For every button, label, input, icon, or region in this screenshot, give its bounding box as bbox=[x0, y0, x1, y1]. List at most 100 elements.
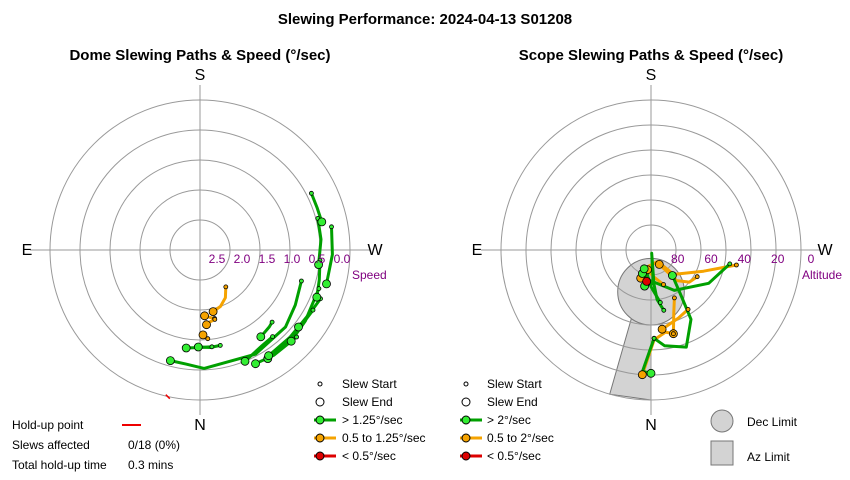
dome-slew-end bbox=[312, 292, 322, 302]
dome-legend: Slew Start Slew End > 1.25°/sec 0.5 to 1… bbox=[314, 377, 426, 463]
holdup-point-label: Hold-up point bbox=[12, 418, 84, 432]
legend-slow-marker bbox=[461, 451, 471, 461]
dome-dir-top: S bbox=[195, 67, 206, 84]
dome-legend-fast: > 1.25°/sec bbox=[342, 413, 403, 427]
scope-slew-start bbox=[694, 274, 700, 280]
dome-tick-label: 0.5 bbox=[309, 252, 326, 266]
dome-slew-start bbox=[308, 190, 314, 196]
scope-slew-paths bbox=[636, 251, 739, 380]
total-holdup-value: 0.3 mins bbox=[128, 458, 173, 472]
legend-slow-marker bbox=[315, 451, 325, 461]
dome-slew-end bbox=[181, 343, 191, 353]
dome-dir-left: E bbox=[22, 242, 33, 259]
dome-legend-start: Slew Start bbox=[342, 377, 397, 391]
dome-slew-paths bbox=[165, 190, 334, 400]
scope-slew-start bbox=[671, 331, 676, 337]
slews-affected-value: 0/18 (0%) bbox=[128, 438, 180, 452]
dome-radial-label: Speed bbox=[352, 268, 387, 282]
dome-slew-path bbox=[309, 191, 324, 224]
scope-slew-end bbox=[668, 271, 677, 280]
az-limit-swatch bbox=[710, 440, 734, 466]
dome-slew-start bbox=[310, 307, 316, 313]
total-holdup-label: Total hold-up time bbox=[12, 458, 107, 472]
legend-mid-marker bbox=[315, 433, 325, 443]
dome-tick-label: 1.5 bbox=[259, 252, 276, 266]
dome-slew-start bbox=[270, 334, 276, 340]
limit-legend: Dec Limit Az Limit bbox=[710, 409, 798, 466]
dome-slew-end bbox=[314, 260, 324, 270]
dome-holdup-point bbox=[165, 394, 171, 400]
dome-chart: Dome Slewing Paths & Speed (°/sec) S E W… bbox=[22, 47, 387, 434]
scope-slew-start bbox=[727, 261, 733, 267]
dome-slew-end bbox=[294, 322, 303, 332]
scope-radial-ticks: 80 60 40 20 0 bbox=[671, 252, 815, 266]
dome-slew-start bbox=[316, 286, 322, 292]
dome-slew-end bbox=[251, 359, 260, 369]
dome-tick-label: 1.0 bbox=[284, 252, 301, 266]
scope-slew-start bbox=[661, 307, 667, 313]
dome-legend-slow: < 0.5°/sec bbox=[342, 449, 396, 463]
scope-tick-label: 0 bbox=[808, 252, 815, 266]
legend-end-marker bbox=[461, 397, 471, 407]
dome-dir-right: W bbox=[367, 242, 383, 259]
dome-dir-bottom: N bbox=[194, 417, 206, 434]
dome-slew-end bbox=[256, 332, 266, 342]
dome-slew-start bbox=[294, 334, 300, 340]
legend-fast-marker bbox=[315, 415, 325, 425]
dome-slew-path bbox=[211, 285, 228, 314]
scope-legend-slow: < 0.5°/sec bbox=[487, 449, 541, 463]
scope-slew-start bbox=[651, 335, 657, 341]
dome-slew-end bbox=[264, 351, 274, 361]
legend-fast-marker bbox=[461, 415, 471, 425]
dome-slew-path bbox=[316, 216, 323, 267]
legend-start-marker bbox=[463, 381, 469, 387]
dome-slew-path bbox=[243, 335, 275, 363]
dome-slew-start bbox=[212, 316, 218, 322]
scope-slew-end bbox=[646, 368, 656, 378]
dome-slew-path bbox=[297, 297, 322, 329]
scope-radial-label: Altitude bbox=[802, 268, 842, 282]
scope-chart: Scope Slewing Paths & Speed (°/sec) S E … bbox=[472, 47, 843, 434]
scope-tick-label: 40 bbox=[738, 252, 752, 266]
dome-slew-end bbox=[317, 217, 327, 227]
dome-slew-end bbox=[322, 279, 331, 289]
legend-start-marker bbox=[317, 381, 323, 387]
scope-polar-grid bbox=[481, 85, 821, 415]
scope-slew-path bbox=[652, 274, 693, 349]
scope-legend: Slew Start Slew End > 2°/sec 0.5 to 2°/s… bbox=[460, 377, 554, 463]
dome-slew-start bbox=[298, 278, 304, 284]
scope-slew-path bbox=[671, 296, 676, 336]
scope-slew-end bbox=[642, 276, 651, 286]
scope-legend-mid: 0.5 to 2°/sec bbox=[487, 431, 554, 445]
figure-title: Slewing Performance: 2024-04-13 S01208 bbox=[278, 11, 572, 28]
dome-radial-ticks: 2.5 2.0 1.5 1.0 0.5 0.0 bbox=[209, 252, 351, 266]
dome-tick-label: 0.0 bbox=[334, 252, 351, 266]
scope-slew-path bbox=[660, 307, 690, 331]
dome-slew-start bbox=[209, 344, 215, 350]
scope-dir-bottom: N bbox=[645, 417, 657, 434]
scope-tick-label: 60 bbox=[704, 252, 718, 266]
scope-slew-end bbox=[657, 324, 667, 334]
scope-tick-label: 20 bbox=[771, 252, 785, 266]
dome-slew-end bbox=[208, 307, 218, 317]
scope-dir-right: W bbox=[817, 242, 833, 259]
scope-legend-start: Slew Start bbox=[487, 377, 542, 391]
dome-slew-start bbox=[329, 224, 334, 230]
scope-slew-start bbox=[657, 300, 663, 305]
scope-chart-title: Scope Slewing Paths & Speed (°/sec) bbox=[519, 47, 783, 64]
scope-dir-top: S bbox=[646, 67, 657, 84]
scope-slew-start bbox=[685, 306, 691, 312]
dome-slew-end bbox=[200, 311, 210, 321]
dome-slew-start bbox=[205, 336, 211, 342]
legend-end-marker bbox=[315, 397, 325, 407]
az-limit-label: Az Limit bbox=[747, 450, 790, 464]
dome-slew-end bbox=[202, 320, 211, 330]
scope-slew-end bbox=[637, 370, 647, 380]
dome-slew-path bbox=[168, 279, 303, 370]
scope-slew-start bbox=[672, 295, 677, 301]
dome-tick-label: 2.0 bbox=[234, 252, 251, 266]
slews-affected-label: Slews affected bbox=[12, 438, 90, 452]
dome-slew-end bbox=[286, 336, 296, 346]
scope-dir-left: E bbox=[472, 242, 483, 259]
dome-slew-start bbox=[217, 342, 223, 348]
